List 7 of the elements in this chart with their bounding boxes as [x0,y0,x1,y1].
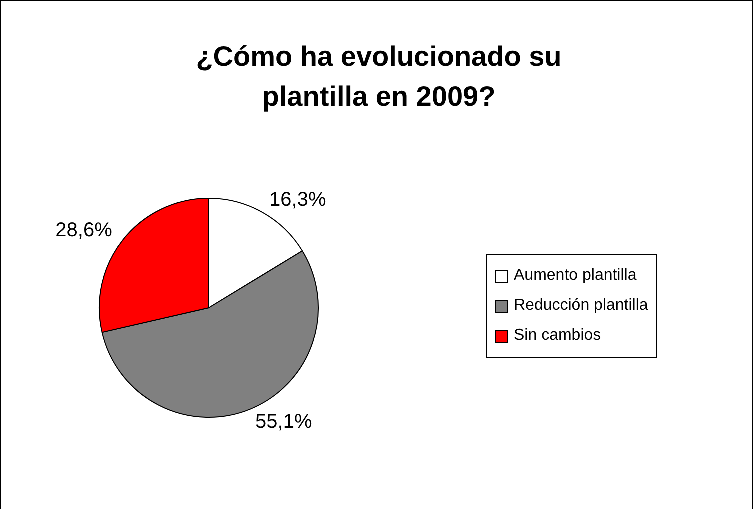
legend-label: Sin cambios [514,327,602,345]
data-label: 55,1% [256,410,312,433]
data-label: 16,3% [270,188,326,211]
legend-label: Reducción plantilla [514,297,648,315]
legend-label: Aumento plantilla [514,267,637,285]
chart-title: ¿Cómo ha evolucionado su plantilla en 2009? [195,40,563,114]
data-label: 28,6% [56,220,113,242]
